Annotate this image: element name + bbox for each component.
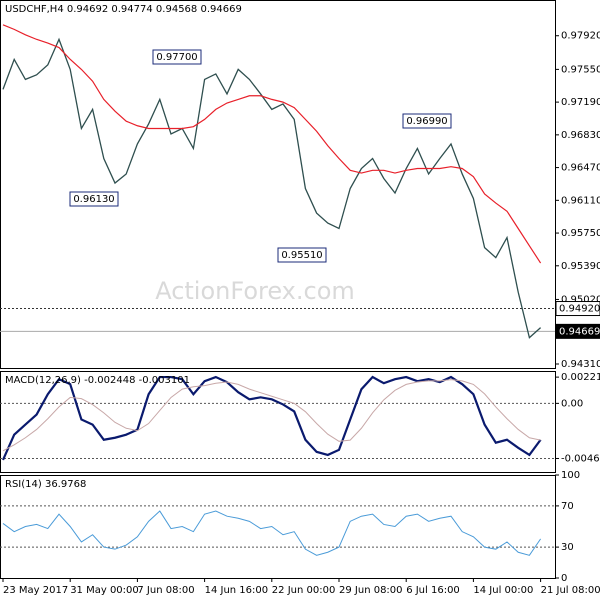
level-box [555, 323, 600, 339]
y-tick-label: 30 [561, 542, 574, 553]
x-tick-label: 7 Jun 08:00 [137, 585, 194, 596]
series-line [2, 510, 542, 556]
y-tick-label: 0.97920 [561, 31, 600, 42]
x-tick-label: 31 May 00:00 [70, 585, 139, 596]
panel-frame [0, 0, 556, 369]
annotation-box [277, 247, 327, 263]
y-tick-label: 0 [561, 573, 567, 584]
y-tick-label: 0.00 [561, 398, 583, 409]
series-line [2, 37, 542, 339]
x-tick-label: 21 Jul 08:00 [541, 585, 600, 596]
x-tick-label: 22 Jun 00:00 [272, 585, 336, 596]
x-tick-label: 23 May 2017 [3, 585, 68, 596]
x-tick-label: 29 Jun 08:00 [339, 585, 403, 596]
annotation: 0.95510 [281, 250, 322, 261]
y-tick-label: 0.97550 [561, 64, 600, 75]
series-line [1, 375, 542, 461]
annotation-box [402, 113, 452, 129]
watermark: ActionForex.com [155, 277, 355, 305]
annotation: 0.96130 [73, 194, 114, 205]
y-tick-label: 0.94310 [561, 359, 600, 370]
panel-title: MACD(12,26,9) -0.002448 -0.003101 [5, 375, 190, 386]
y-tick-label: 0.002214 [561, 372, 600, 383]
level-box [555, 301, 600, 317]
series-line [2, 379, 541, 452]
annotation-box [152, 49, 202, 65]
series-line [2, 24, 542, 264]
level-label: 0.94669 [559, 326, 600, 337]
panel-title: RSI(14) 36.9768 [5, 479, 86, 490]
y-tick-label: 100 [561, 470, 580, 481]
annotation: 0.97700 [156, 52, 197, 63]
y-tick-label: 0.95020 [561, 294, 600, 305]
y-tick-label: 0.95750 [561, 228, 600, 239]
x-tick-label: 14 Jul 00:00 [473, 585, 533, 596]
annotation: 0.96990 [406, 116, 447, 127]
annotation-box [69, 191, 119, 207]
panel-frame [0, 475, 556, 579]
x-tick-label: 6 Jul 16:00 [406, 585, 460, 596]
y-tick-label: 70 [561, 501, 574, 512]
y-tick-label: 0.96110 [561, 195, 600, 206]
y-tick-label: 0.97190 [561, 97, 600, 108]
y-tick-label: 0.96470 [561, 163, 600, 174]
y-tick-label: 0.96830 [561, 130, 600, 141]
level-label: 0.94920 [559, 304, 600, 315]
x-tick-label: 14 Jun 16:00 [205, 585, 269, 596]
panel-frame [0, 371, 556, 473]
y-tick-label: 0.95390 [561, 261, 600, 272]
panel-title: USDCHF,H4 0.94692 0.94774 0.94568 0.9466… [5, 4, 242, 15]
y-tick-label: -0.004649 [561, 453, 600, 464]
